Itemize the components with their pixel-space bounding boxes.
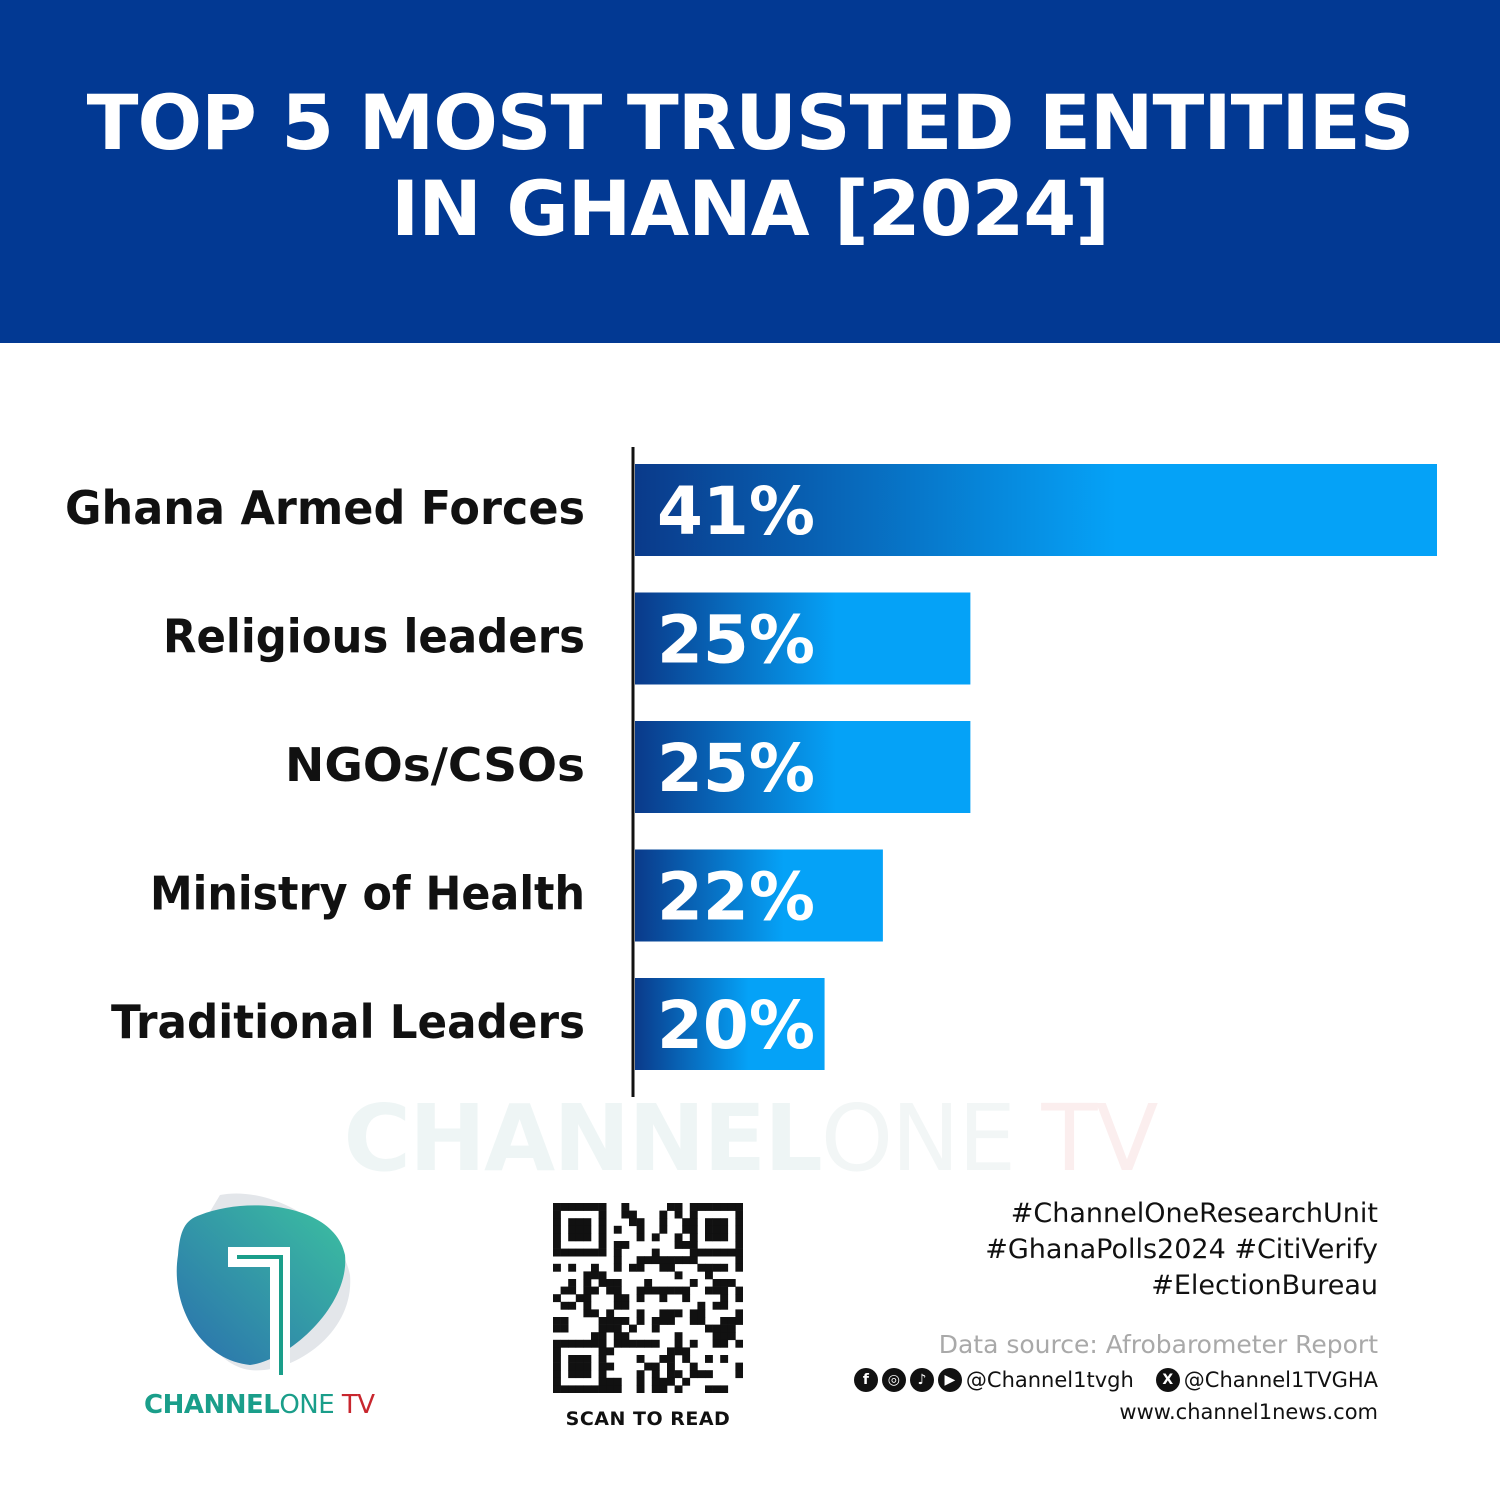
youtube-icon[interactable]: ▶: [937, 1368, 962, 1392]
bar-chart: 41% Ghana Armed Forces 25% Religious leader…: [65, 447, 1437, 1097]
value-label: 22%: [657, 859, 815, 936]
hashtags: #ChannelOneResearchUnit #GhanaPolls2024 …: [985, 1196, 1378, 1304]
bar-1: [635, 592, 971, 685]
value-label: 20%: [657, 987, 815, 1064]
logo-wordmark: CHANNELONE TV: [144, 1390, 375, 1420]
page-title: TOP 5 MOST TRUSTED ENTITIES IN GHANA [20…: [0, 80, 1500, 252]
value-label: 41%: [657, 473, 815, 550]
hashtag: #ChannelOneResearchUnit: [1010, 1198, 1378, 1229]
data-source: Data source: Afrobarometer Report: [938, 1330, 1378, 1359]
social-handles: f ◎ ♪ ▶ @Channel1tvgh X @Channel1TVGHA: [853, 1368, 1378, 1392]
bar-4: [635, 978, 825, 1070]
qr-label: SCAN TO READ: [565, 1408, 731, 1430]
hashtag: #GhanaPolls2024 #CitiVerify: [985, 1234, 1378, 1265]
social-handle: @Channel1tvgh: [965, 1368, 1134, 1392]
title-line-2: IN GHANA [2024]: [390, 164, 1110, 253]
category-label: Traditional Leaders: [111, 995, 585, 1049]
category-label: Ministry of Health: [150, 867, 585, 921]
tiktok-icon[interactable]: ♪: [909, 1368, 934, 1392]
value-label: 25%: [657, 602, 815, 679]
facebook-icon[interactable]: f: [853, 1368, 878, 1392]
value-label: 25%: [657, 730, 815, 807]
hashtag: #ElectionBureau: [1151, 1270, 1378, 1301]
channel-one-logo: [176, 1193, 351, 1375]
category-label: Religious leaders: [163, 610, 585, 664]
header-banner: TOP 5 MOST TRUSTED ENTITIES IN GHANA [20…: [0, 0, 1500, 343]
title-line-1: TOP 5 MOST TRUSTED ENTITIES: [86, 78, 1415, 167]
watermark: CHANNELONE TV: [343, 1085, 1159, 1192]
x-handle: @Channel1TVGHA: [1183, 1368, 1378, 1392]
x-icon[interactable]: X: [1155, 1368, 1180, 1392]
bar-3: [635, 849, 883, 942]
instagram-icon[interactable]: ◎: [881, 1368, 906, 1392]
qr-code[interactable]: [553, 1203, 743, 1393]
category-label: NGOs/CSOs: [285, 738, 585, 792]
website-link[interactable]: www.channel1news.com: [1119, 1400, 1378, 1424]
category-label: Ghana Armed Forces: [65, 481, 585, 535]
bar-0: [635, 464, 1437, 556]
bar-2: [635, 721, 971, 813]
